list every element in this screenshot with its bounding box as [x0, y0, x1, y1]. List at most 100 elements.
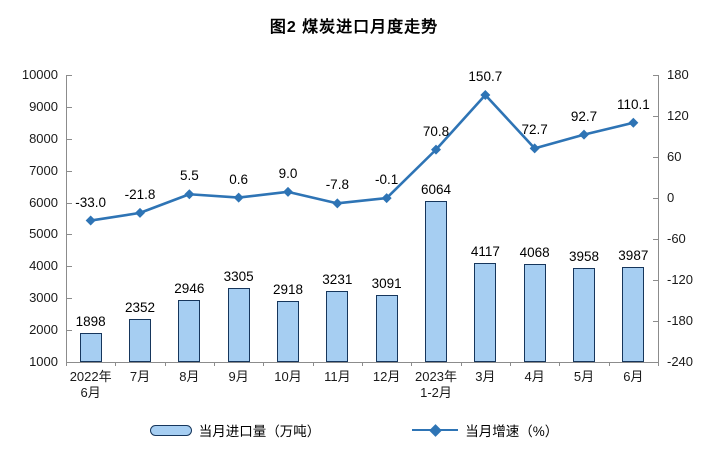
y-axis-right: [658, 75, 659, 362]
x-axis-label: 4月: [524, 369, 545, 384]
legend: 当月进口量（万吨） 当月增速（%）: [0, 420, 708, 440]
bar-value-label: 3231: [322, 271, 353, 287]
bar: [523, 264, 546, 362]
y-axis-label-right: 120: [667, 108, 689, 123]
bar: [227, 288, 250, 362]
x-axis-tick: [559, 362, 561, 366]
line-point-marker: [184, 189, 195, 200]
x-axis-tick: [411, 362, 413, 366]
bar-value-label: 3987: [618, 247, 649, 263]
y-axis-tick-left: [67, 362, 72, 363]
bar-value-label: 3958: [568, 248, 600, 264]
line-value-label: 5.5: [179, 168, 199, 184]
bar-value-label: 1898: [75, 314, 106, 330]
legend-label-imports: 当月进口量（万吨）: [198, 424, 321, 439]
line-point-marker: [480, 90, 491, 101]
bar-value-label: 3091: [371, 276, 402, 292]
bar: [425, 200, 447, 362]
x-axis-label: 8月: [179, 369, 200, 384]
x-axis-tick: [115, 362, 117, 366]
line-point-marker: [332, 198, 343, 209]
line-point-marker: [85, 215, 96, 226]
bar-value-label: 2352: [124, 299, 156, 315]
y-axis-tick-left: [67, 266, 72, 268]
line-point-marker: [431, 144, 441, 155]
x-axis-label: 10月: [274, 369, 302, 384]
y-axis-label-left: 9000: [29, 98, 58, 114]
bar-value-label: 6064: [420, 181, 452, 197]
y-axis-tick-left: [67, 202, 72, 204]
bar-value-label: 2918: [272, 281, 304, 297]
bar: [326, 290, 349, 362]
bar: [129, 318, 151, 362]
line-value-label: 70.8: [422, 123, 450, 139]
line-value-label: 92.7: [570, 108, 598, 124]
y-axis-tick-left: [67, 170, 72, 172]
y-axis-label-right: -120: [667, 272, 694, 287]
x-axis-tick: [608, 362, 610, 366]
y-axis-label-right: 0: [667, 190, 675, 205]
x-axis-label: 12月: [372, 369, 401, 384]
x-axis-label: 3月: [475, 369, 496, 384]
y-axis-label-right: 60: [667, 149, 682, 164]
y-axis-label-left: 8000: [29, 130, 58, 146]
x-axis-label: 2023年 1-2月: [415, 369, 457, 400]
line-point-marker: [381, 193, 392, 204]
x-axis-tick: [510, 362, 511, 366]
x-axis-tick: [312, 362, 314, 366]
x-axis-tick: [164, 362, 166, 366]
x-axis-label: 9月: [228, 369, 249, 384]
y-axis-tick-left: [67, 330, 72, 332]
line-point-marker: [283, 186, 293, 197]
x-axis-tick: [460, 362, 462, 366]
bar-value-label: 4117: [470, 243, 500, 259]
bar-value-label: 4068: [519, 245, 550, 261]
x-axis-tick: [66, 362, 67, 366]
y-axis-tick-right: [653, 75, 658, 76]
y-axis-tick-right: [653, 280, 658, 281]
y-axis-tick-right: [653, 198, 658, 199]
x-axis-label: 6月: [623, 369, 644, 384]
y-axis-tick-left: [67, 106, 72, 108]
y-axis-label-right: 180: [667, 67, 689, 82]
legend-item-monthly-growth: 当月增速（%）: [412, 420, 558, 440]
x-axis-label: 5月: [573, 369, 595, 384]
line-value-label: 9.0: [278, 165, 298, 181]
line-value-label: 72.7: [521, 122, 548, 138]
y-axis-label-left: 2000: [29, 322, 58, 338]
line-point-marker: [628, 117, 639, 128]
y-axis-tick-right: [653, 362, 658, 363]
y-axis-tick-left: [67, 138, 72, 140]
y-axis-label-right: -240: [667, 354, 694, 369]
bar-value-label: 3305: [223, 269, 254, 285]
y-axis-tick-left: [67, 298, 72, 300]
y-axis-label-left: 7000: [29, 162, 58, 178]
line-value-label: -7.8: [325, 177, 349, 193]
y-axis-tick-left: [67, 234, 72, 236]
y-axis-left: [66, 75, 67, 362]
y-axis-tick-right: [653, 116, 658, 117]
x-axis-tick: [214, 362, 215, 366]
bar-value-label: 2946: [174, 280, 205, 296]
y-axis-label-left: 10000: [21, 67, 58, 82]
growth-line: [90, 93, 634, 222]
bar: [178, 299, 201, 362]
bar: [277, 300, 299, 362]
y-axis-label-right: -180: [667, 313, 694, 328]
y-axis-label-left: 6000: [29, 194, 58, 210]
y-axis-label-left: 4000: [29, 258, 58, 274]
bar: [474, 262, 497, 362]
x-axis-label: 7月: [129, 369, 151, 384]
line-point-marker: [135, 207, 145, 218]
bar: [79, 333, 102, 362]
x-axis-tick: [658, 362, 659, 366]
legend-label-growth: 当月增速（%）: [465, 424, 559, 439]
y-axis-label-right: -60: [667, 231, 686, 246]
chart-title: 图2 煤炭进口月度走势: [269, 19, 439, 36]
x-axis-label: 11月: [324, 369, 351, 384]
y-axis-tick-left: [67, 75, 72, 76]
y-axis-label-left: 5000: [29, 226, 58, 242]
line-value-label: 0.6: [229, 171, 249, 187]
